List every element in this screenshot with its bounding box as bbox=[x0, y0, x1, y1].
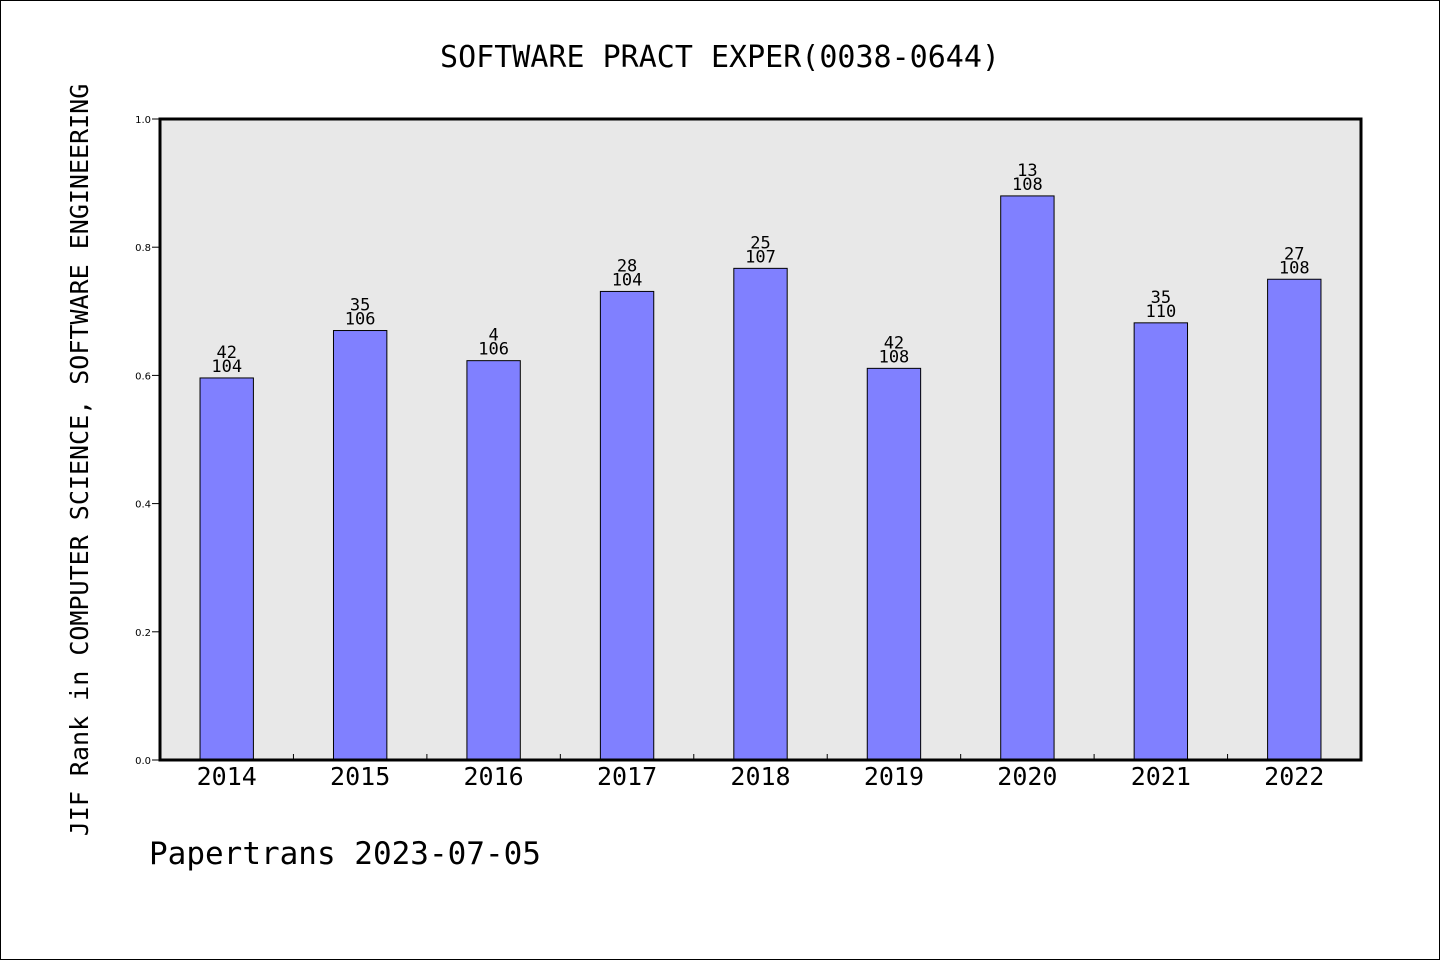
bar-total-label: 104 bbox=[612, 270, 643, 290]
bar-total-label: 108 bbox=[1279, 258, 1310, 278]
bar-rank-label: 4 bbox=[488, 326, 498, 346]
y-tick-label: 0.8 bbox=[135, 243, 151, 254]
bar-2017 bbox=[599, 290, 655, 761]
x-tick-label: 2015 bbox=[330, 762, 390, 791]
x-tick-label: 2018 bbox=[730, 762, 790, 791]
bar-total-label: 104 bbox=[211, 357, 242, 377]
chart-title: SOFTWARE PRACT EXPER(0038-0644) bbox=[440, 40, 1000, 75]
x-tick-label: 2020 bbox=[997, 762, 1057, 791]
bar-total-label: 107 bbox=[745, 247, 776, 267]
bar-2021 bbox=[1133, 322, 1189, 761]
y-tick-label: 0.2 bbox=[135, 628, 151, 639]
bar-total-label: 106 bbox=[345, 310, 376, 330]
bar-total-label: 110 bbox=[1145, 302, 1176, 322]
bar-2018 bbox=[733, 267, 788, 761]
bar-rank-label: 35 bbox=[350, 296, 370, 316]
x-tick-label: 2022 bbox=[1264, 762, 1324, 791]
bar-2019 bbox=[866, 367, 922, 761]
bar-2015 bbox=[332, 330, 388, 761]
bar-rank-label: 27 bbox=[1284, 244, 1304, 264]
bar-2016 bbox=[466, 360, 521, 761]
bar-rank-label: 35 bbox=[1151, 288, 1171, 308]
bar-rank-label: 42 bbox=[216, 343, 236, 363]
bar-2014 bbox=[199, 377, 254, 761]
x-tick-label: 2014 bbox=[197, 762, 257, 791]
y-axis-label: JIF Rank in COMPUTER SCIENCE, SOFTWARE E… bbox=[65, 84, 94, 837]
x-tick-label: 2021 bbox=[1131, 762, 1191, 791]
x-tick-label: 2019 bbox=[864, 762, 924, 791]
bar-rank-label: 25 bbox=[750, 233, 770, 253]
bar-total-label: 106 bbox=[478, 340, 509, 360]
bar-2022 bbox=[1267, 278, 1322, 761]
x-tick-label: 2017 bbox=[597, 762, 657, 791]
y-tick-label: 0.6 bbox=[135, 371, 151, 382]
bar-total-label: 108 bbox=[879, 347, 910, 367]
bar-rank-label: 42 bbox=[884, 333, 904, 353]
watermark: Papertrans 2023-07-05 bbox=[149, 836, 541, 872]
plot-border bbox=[158, 117, 1363, 762]
bar-rank-label: 13 bbox=[1017, 161, 1037, 181]
y-tick-label: 0.0 bbox=[135, 756, 151, 767]
y-tick-label: 1.0 bbox=[135, 115, 151, 126]
bar-rank-label: 28 bbox=[617, 256, 637, 276]
x-tick-label: 2016 bbox=[464, 762, 524, 791]
y-tick-label: 0.4 bbox=[135, 500, 151, 511]
bar-total-label: 108 bbox=[1012, 175, 1043, 195]
bar-2020 bbox=[1000, 195, 1055, 761]
